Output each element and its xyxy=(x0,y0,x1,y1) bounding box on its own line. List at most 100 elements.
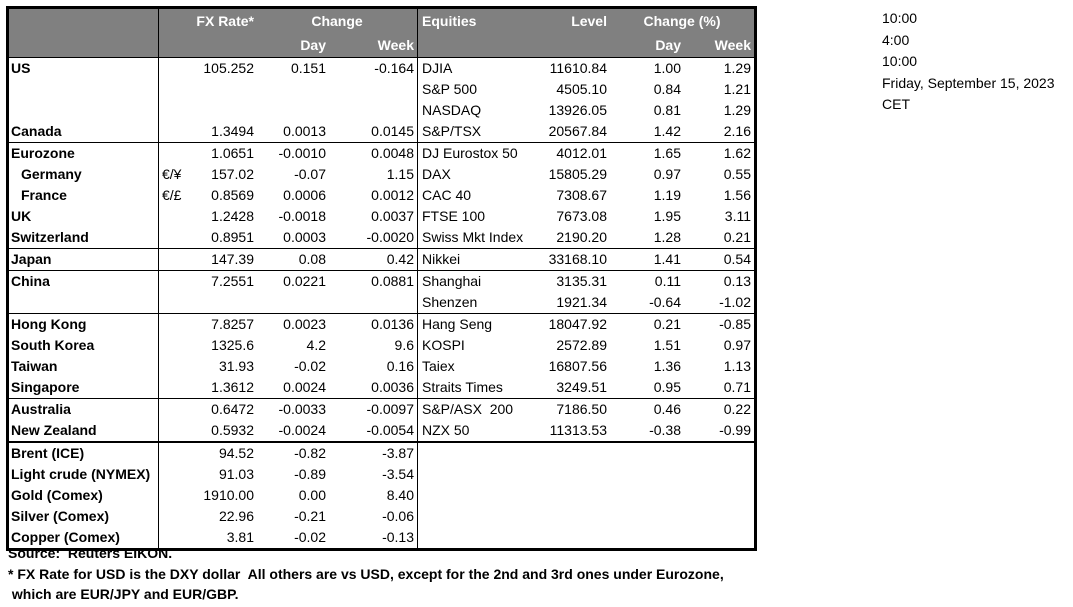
currency-pair-cell xyxy=(159,443,185,464)
equity-name-cell: CAC 40 xyxy=(422,187,472,203)
equity-name-cell: DJIA xyxy=(422,60,453,76)
currency-pair-cell xyxy=(159,464,185,485)
fx-day-change-cell: -0.02 xyxy=(294,529,326,545)
table-row: China 7.2551 0.0221 0.0881 Shanghai 3135… xyxy=(9,271,754,292)
currency-pair-cell xyxy=(159,314,185,335)
equities-week-header: Week xyxy=(714,37,751,53)
fx-rate-cell: 1325.6 xyxy=(211,337,254,353)
fx-week-change-cell: -0.0097 xyxy=(329,399,418,420)
equity-level-cell: 16807.56 xyxy=(548,358,607,374)
equity-week-change-cell: 0.13 xyxy=(723,273,751,289)
fx-week-change-cell: 0.0036 xyxy=(329,377,418,398)
table-row: NASDAQ 13926.05 0.81 1.29 xyxy=(9,100,754,121)
equity-day-change-cell: 1.51 xyxy=(653,337,681,353)
fx-week-change-cell: -0.06 xyxy=(329,506,418,527)
fx-day-change-cell: 0.0023 xyxy=(283,316,326,332)
fx-week-header: Week xyxy=(329,33,418,57)
fx-rate-cell: 1.2428 xyxy=(211,208,254,224)
fx-week-change-cell: -0.0054 xyxy=(329,420,418,441)
currency-pair-cell xyxy=(159,58,185,79)
country-label-cell: Germany xyxy=(9,164,159,185)
currency-pair-cell xyxy=(159,206,185,227)
country-label-cell: Switzerland xyxy=(9,227,159,248)
equity-week-change-cell: 1.13 xyxy=(723,358,751,374)
header-empty-cell xyxy=(159,33,257,57)
fx-rate-cell: 1910.00 xyxy=(203,487,254,503)
currency-pair-cell xyxy=(159,377,185,398)
table-row: France €/£ 0.8569 0.0006 0.0012 CAC 40 7… xyxy=(9,185,754,206)
fx-day-change-cell xyxy=(257,100,329,121)
table-row: Japan 147.39 0.08 0.42 Nikkei 33168.10 1… xyxy=(9,249,754,271)
equities-change-header: Change (%) xyxy=(643,13,721,29)
equity-level-cell: 3135.31 xyxy=(556,273,607,289)
currency-pair-cell xyxy=(159,271,185,292)
equity-day-change-cell xyxy=(610,527,684,548)
equity-name-cell: Hang Seng xyxy=(422,316,493,332)
time-line-1: 10:00 xyxy=(882,10,918,26)
table-row: Australia 0.6472 -0.0033 -0.0097 S&P/ASX… xyxy=(9,399,754,420)
equity-week-change-cell xyxy=(684,443,754,464)
currency-pair-cell xyxy=(159,100,185,121)
fx-rate-cell xyxy=(185,100,257,121)
fx-day-change-cell: 0.0221 xyxy=(283,273,326,289)
equity-day-change-cell xyxy=(610,506,684,527)
fx-week-change-cell: 0.0136 xyxy=(329,314,418,335)
equity-week-change-cell: 2.16 xyxy=(723,123,751,139)
fx-day-header: Day xyxy=(300,37,326,53)
fx-day-change-cell: -0.0033 xyxy=(278,401,326,417)
equities-day-header: Day xyxy=(655,37,681,53)
country-label-cell: Gold (Comex) xyxy=(9,485,159,506)
equity-week-change-cell: 0.97 xyxy=(723,337,751,353)
table-row: US 105.252 0.151 -0.164 DJIA 11610.84 1.… xyxy=(9,58,754,79)
equity-day-change-cell: 0.81 xyxy=(653,102,681,118)
equity-week-change-cell: -0.99 xyxy=(719,422,751,438)
fx-rate-cell: 0.5932 xyxy=(211,422,254,438)
equity-week-change-cell: -1.02 xyxy=(719,294,751,310)
table-row: Hong Kong 7.8257 0.0023 0.0136 Hang Seng… xyxy=(9,314,754,335)
equity-day-change-cell: 1.00 xyxy=(653,60,681,76)
equity-day-change-cell: 0.21 xyxy=(653,316,681,332)
fx-day-change-cell: 0.00 xyxy=(298,487,326,503)
equity-name-cell xyxy=(418,485,538,506)
equity-level-cell: 11610.84 xyxy=(549,60,607,76)
country-label-cell: Japan xyxy=(9,249,159,270)
fx-week-change-cell: -3.87 xyxy=(329,443,418,464)
country-label-cell: US xyxy=(9,58,159,79)
equity-week-change-cell: 3.11 xyxy=(724,208,751,224)
footnote-line-1: * FX Rate for USD is the DXY dollar All … xyxy=(8,566,724,582)
date-line: Friday, September 15, 2023 xyxy=(882,74,1055,91)
fx-day-change-cell: -0.07 xyxy=(294,166,326,182)
country-label-cell: Brent (ICE) xyxy=(9,443,159,464)
equity-name-cell: Shanghai xyxy=(422,273,482,289)
header-empty-cell xyxy=(538,33,610,57)
equity-week-change-cell: 0.55 xyxy=(723,166,751,182)
table-header-row-2: Day Week Day Week xyxy=(9,33,754,58)
fx-day-change-cell: -0.0024 xyxy=(278,422,326,438)
fx-week-change-cell xyxy=(329,100,418,121)
table-row: S&P 500 4505.10 0.84 1.21 xyxy=(9,79,754,100)
country-label-cell xyxy=(9,79,159,100)
fx-day-change-cell: -0.0018 xyxy=(278,208,326,224)
equity-name-cell: S&P/TSX xyxy=(422,123,482,139)
equity-name-cell xyxy=(418,464,538,485)
equity-day-change-cell: 0.46 xyxy=(653,401,681,417)
fx-week-change-cell: 0.0012 xyxy=(329,185,418,206)
equity-level-cell: 1921.34 xyxy=(556,294,607,310)
country-label-cell: UK xyxy=(9,206,159,227)
country-label-cell: Light crude (NYMEX) xyxy=(9,464,159,485)
fx-day-change-cell: 0.0024 xyxy=(283,379,326,395)
fx-rate-cell: 105.252 xyxy=(203,60,254,76)
fx-week-change-cell: -0.0020 xyxy=(329,227,418,248)
equity-level-cell: 4012.01 xyxy=(556,145,607,161)
currency-pair-cell xyxy=(159,420,185,441)
footnote-line-2: which are EUR/JPY and EUR/GBP. xyxy=(8,586,239,602)
market-data-table: FX Rate* Change Equities Level Change (%… xyxy=(6,6,757,551)
fx-week-change-cell xyxy=(329,79,418,100)
equity-level-cell: 2190.20 xyxy=(556,229,607,245)
equity-name-cell xyxy=(418,443,538,464)
currency-pair-cell xyxy=(159,249,185,270)
fx-rate-header: FX Rate* xyxy=(196,13,254,29)
equity-week-change-cell xyxy=(684,506,754,527)
timezone-line: CET xyxy=(882,96,910,112)
table-row: Germany €/¥ 157.02 -0.07 1.15 DAX 15805.… xyxy=(9,164,754,185)
